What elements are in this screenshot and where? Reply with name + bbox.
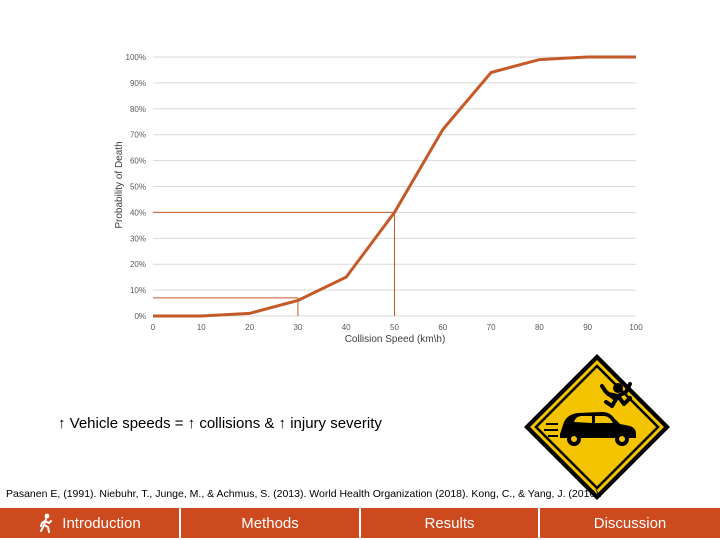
navigation-bar: Introduction Methods Results Discussion — [0, 508, 720, 540]
probability-of-death-chart: 0% 10% 20% 30% 40% 50% 60% 70% 80% 90% 100% 0 10 20 3… — [114, 53, 643, 345]
car-collision-warning-icon — [524, 354, 670, 500]
x-tick-label: 30 — [293, 323, 302, 332]
nav-introduction-button[interactable]: Introduction — [0, 508, 181, 538]
references-text: Pasanen E, (1991). Niebuhr, T., Junge, M… — [6, 488, 602, 500]
x-tick-label: 50 — [390, 323, 399, 332]
x-tick-label: 70 — [487, 323, 496, 332]
nav-discussion-button[interactable]: Discussion — [540, 508, 720, 538]
y-axis-ticks: 0% 10% 20% 30% 40% 50% 60% 70% 80% 90% 100% — [126, 53, 146, 321]
headline-text: ↑ Vehicle speeds = ↑ collisions & ↑ inju… — [58, 415, 382, 432]
y-tick-label: 60% — [130, 157, 146, 166]
nav-methods-button[interactable]: Methods — [181, 508, 361, 538]
chart-reference-lines — [153, 211, 395, 316]
x-tick-label: 40 — [342, 323, 351, 332]
x-tick-label: 100 — [629, 323, 643, 332]
y-tick-label: 10% — [130, 286, 146, 295]
y-tick-label: 90% — [130, 79, 146, 88]
y-tick-label: 0% — [134, 312, 146, 321]
nav-introduction-label: Introduction — [62, 514, 141, 532]
nav-discussion-label: Discussion — [593, 514, 667, 532]
y-tick-label: 30% — [130, 234, 146, 243]
y-tick-label: 80% — [130, 105, 146, 114]
x-tick-label: 10 — [197, 323, 206, 332]
x-tick-label: 60 — [438, 323, 447, 332]
x-axis-title: Collision Speed (km\h) — [345, 334, 446, 345]
nav-results-label: Results — [424, 514, 475, 532]
y-tick-label: 20% — [130, 260, 146, 269]
y-tick-label: 100% — [126, 53, 146, 62]
y-tick-label: 50% — [130, 183, 146, 192]
x-tick-label: 90 — [583, 323, 592, 332]
x-tick-label: 20 — [245, 323, 254, 332]
nav-methods-label: Methods — [241, 514, 299, 532]
walking-person-icon — [38, 513, 54, 533]
x-tick-label: 0 — [151, 323, 156, 332]
x-tick-label: 80 — [535, 323, 544, 332]
y-axis-title: Probability of Death — [114, 141, 125, 228]
y-tick-label: 70% — [130, 131, 146, 140]
y-tick-label: 40% — [130, 208, 146, 217]
series-line — [153, 55, 636, 318]
x-axis-ticks: 0 10 20 30 40 50 60 70 80 90 100 — [151, 323, 643, 332]
nav-results-button[interactable]: Results — [361, 508, 540, 538]
